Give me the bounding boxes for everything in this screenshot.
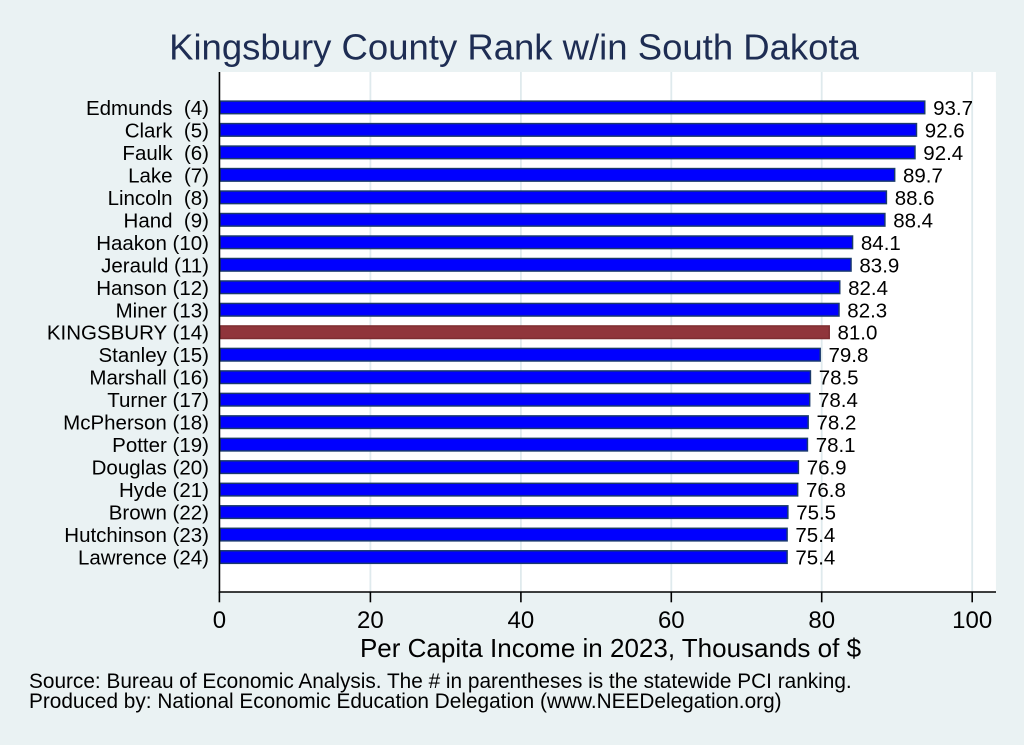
svg-text:81.0: 81.0 bbox=[838, 322, 878, 345]
svg-text:100: 100 bbox=[952, 607, 992, 634]
svg-text:Haakon (10): Haakon (10) bbox=[96, 232, 209, 255]
svg-text:Lawrence (24): Lawrence (24) bbox=[78, 547, 209, 570]
svg-text:75.5: 75.5 bbox=[796, 502, 836, 525]
svg-text:76.9: 76.9 bbox=[807, 457, 847, 480]
svg-text:0: 0 bbox=[213, 607, 226, 634]
svg-text:88.4: 88.4 bbox=[893, 209, 933, 232]
svg-text:84.1: 84.1 bbox=[861, 232, 901, 255]
svg-text:Jerauld (11): Jerauld (11) bbox=[101, 254, 209, 277]
svg-text:Potter (19): Potter (19) bbox=[112, 434, 209, 457]
svg-text:Faulk (6): Faulk (6) bbox=[122, 142, 209, 165]
svg-text:20: 20 bbox=[357, 607, 384, 634]
svg-text:Stanley (15): Stanley (15) bbox=[98, 344, 209, 367]
svg-text:75.4: 75.4 bbox=[795, 524, 835, 547]
svg-text:Per Capita Income in 2023, Tho: Per Capita Income in 2023, Thousands of … bbox=[360, 633, 862, 663]
svg-text:Produced by: National Economic: Produced by: National Economic Education… bbox=[29, 690, 782, 713]
svg-text:Hanson (12): Hanson (12) bbox=[96, 277, 209, 300]
svg-text:Source: Bureau of Economic Ana: Source: Bureau of Economic Analysis. The… bbox=[29, 670, 852, 693]
svg-text:Douglas (20): Douglas (20) bbox=[92, 457, 209, 480]
svg-text:78.2: 78.2 bbox=[817, 412, 857, 435]
svg-text:McPherson (18): McPherson (18) bbox=[63, 412, 209, 435]
svg-text:83.9: 83.9 bbox=[859, 254, 899, 277]
svg-text:Edmunds (4): Edmunds (4) bbox=[86, 97, 209, 120]
svg-text:89.7: 89.7 bbox=[903, 164, 943, 187]
svg-text:82.3: 82.3 bbox=[847, 299, 887, 322]
svg-text:40: 40 bbox=[508, 607, 535, 634]
svg-text:79.8: 79.8 bbox=[829, 344, 869, 367]
svg-text:KINGSBURY (14): KINGSBURY (14) bbox=[47, 322, 209, 345]
svg-text:Hand (9): Hand (9) bbox=[124, 209, 209, 232]
svg-text:60: 60 bbox=[658, 607, 685, 634]
svg-text:82.4: 82.4 bbox=[848, 277, 888, 300]
svg-text:80: 80 bbox=[808, 607, 835, 634]
svg-text:75.4: 75.4 bbox=[795, 547, 835, 570]
svg-text:76.8: 76.8 bbox=[806, 479, 846, 502]
svg-text:Miner (13): Miner (13) bbox=[116, 299, 209, 322]
svg-text:93.7: 93.7 bbox=[933, 97, 973, 120]
svg-text:78.4: 78.4 bbox=[818, 389, 858, 412]
svg-text:Brown (22): Brown (22) bbox=[109, 502, 209, 525]
svg-text:88.6: 88.6 bbox=[895, 187, 935, 210]
svg-text:78.1: 78.1 bbox=[816, 434, 856, 457]
svg-text:92.4: 92.4 bbox=[923, 142, 963, 165]
svg-text:Hutchinson (23): Hutchinson (23) bbox=[64, 524, 209, 547]
svg-text:Marshall (16): Marshall (16) bbox=[89, 367, 209, 390]
svg-text:78.5: 78.5 bbox=[819, 367, 859, 390]
svg-text:Turner (17): Turner (17) bbox=[107, 389, 209, 412]
svg-text:Lake (7): Lake (7) bbox=[128, 164, 209, 187]
svg-text:Clark (5): Clark (5) bbox=[125, 119, 209, 142]
svg-text:Hyde (21): Hyde (21) bbox=[119, 479, 209, 502]
svg-text:Kingsbury County Rank w/in Sou: Kingsbury County Rank w/in South Dakota bbox=[169, 27, 860, 68]
svg-text:Lincoln (8): Lincoln (8) bbox=[108, 187, 209, 210]
svg-text:92.6: 92.6 bbox=[925, 119, 965, 142]
